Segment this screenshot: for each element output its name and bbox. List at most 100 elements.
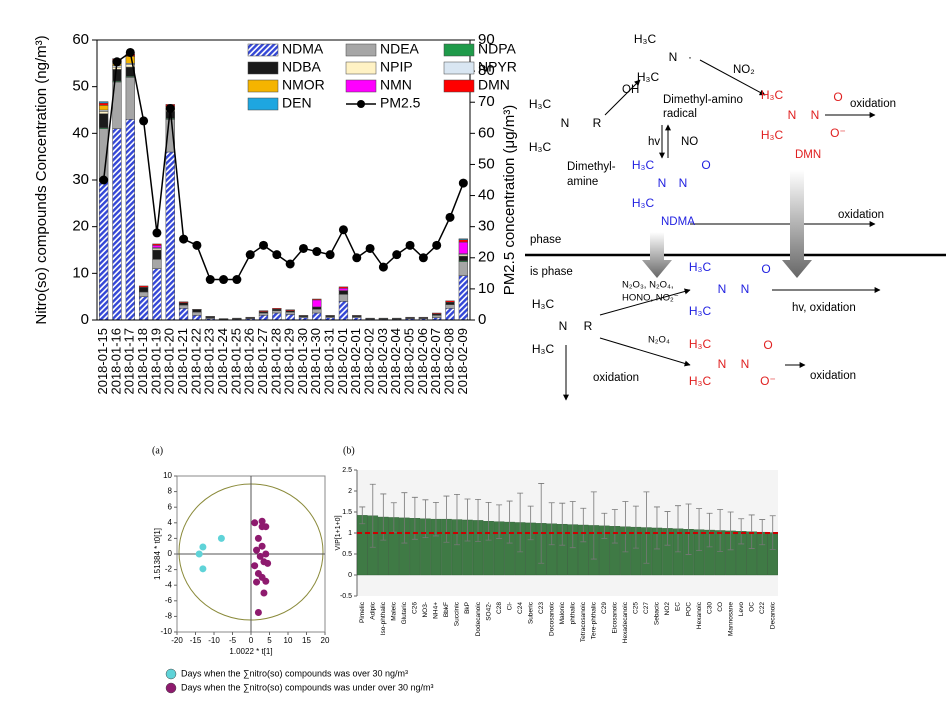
x-tick-label: Maleic (391, 601, 398, 621)
scatter-point (254, 609, 262, 616)
y-tick-label: 6 (168, 502, 173, 511)
legend-swatch (345, 61, 377, 75)
x-tick-label: Malonic (559, 601, 566, 624)
error-bar (706, 512, 713, 548)
diagram-label: DMN (795, 149, 821, 161)
panel-label: (a) (152, 445, 163, 456)
scatter-point (262, 550, 270, 558)
x-tick-label: 5 (267, 636, 272, 645)
error-bar (727, 511, 734, 551)
legend-swatch (345, 43, 377, 57)
y-tick-label: -8 (165, 612, 173, 621)
atom-label: R (593, 116, 602, 130)
y2-tick-label: 10 (478, 280, 495, 297)
x-tick-label: 2018-01-30 (308, 328, 323, 395)
bar-segment (285, 314, 295, 321)
error-bar (432, 501, 439, 537)
atom-label: N (741, 357, 750, 371)
y-tick-label: 1.5 (342, 509, 352, 516)
error-bar (559, 502, 566, 546)
y-tick-label: -4 (165, 580, 173, 589)
bar-segment (312, 299, 322, 308)
x-tick-label: Hexadecanoic (622, 601, 629, 643)
x-tick-label: phthalic (569, 601, 576, 624)
scatter-point (256, 552, 264, 560)
error-bar (611, 509, 618, 544)
x-tick-label: C25 (633, 602, 640, 614)
y-tick-label: 1 (348, 530, 352, 537)
atom-label: N (658, 176, 667, 190)
x-tick-label: -15 (190, 636, 202, 645)
bar-segment (258, 312, 269, 316)
y-tick-label: 60 (72, 31, 89, 48)
scatter-point (195, 550, 203, 558)
line-marker (392, 250, 402, 260)
y-tick-label: 30 (72, 171, 89, 188)
bar-segment (258, 315, 269, 321)
y-tick-label: 10 (72, 264, 89, 281)
x-tick-label: C30 (706, 602, 713, 614)
x-tick-label: C29 (601, 602, 608, 614)
y-tick-label: 0 (168, 549, 173, 558)
bar-segment (138, 287, 149, 293)
y2-tick-label: 50 (478, 155, 495, 172)
scatter-point (260, 589, 268, 597)
x-tick-label: 2018-01-26 (242, 328, 257, 395)
error-bar (517, 492, 524, 553)
scatter-point (258, 542, 266, 550)
diagram-label: NO₂ (733, 64, 755, 76)
bar-segment (445, 300, 455, 303)
y2-tick-label: 80 (478, 62, 495, 79)
atom-label: H₃C (634, 32, 657, 46)
error-bar (548, 502, 555, 546)
legend-label: NDPA (478, 41, 517, 57)
bar-segment (258, 310, 269, 312)
diagram-label: oxidation (850, 98, 896, 110)
legend-label: PM2.5 (380, 95, 421, 111)
legend-label: NDEA (380, 41, 420, 57)
diagram-label: phase (530, 234, 561, 246)
atom-label: H₃C (689, 260, 712, 274)
bar-segment (312, 306, 322, 310)
line-marker (325, 250, 335, 260)
x-tick-label: 20 (321, 636, 330, 645)
error-bar (622, 501, 629, 553)
line-marker (378, 262, 388, 272)
y2-tick-label: 90 (478, 31, 495, 48)
bar-segment (152, 268, 162, 321)
bar-segment (99, 111, 109, 114)
y-tick-label: 0.5 (342, 551, 352, 558)
bar-segment (192, 315, 202, 321)
atom-label: H₃C (637, 70, 660, 84)
y-tick-label: 0 (81, 311, 89, 328)
error-bar (601, 512, 608, 539)
line-marker (405, 240, 415, 250)
bar-segment (152, 249, 162, 260)
x-tick-label: 15 (302, 636, 311, 645)
atom-label: O⁻ (760, 374, 776, 388)
scatter-point (199, 565, 207, 573)
atom-label: H₃C (689, 304, 712, 318)
y2-tick-label: 0 (478, 311, 486, 328)
x-tick-label: 2018-01-20 (162, 328, 177, 395)
y-axis-title: Nitro(so) compounds Concentration (ng/m³… (33, 35, 50, 324)
x-tick-label: Levo (738, 602, 745, 616)
bar-segment (432, 315, 442, 318)
error-bar (769, 515, 776, 550)
atom-label: H₃C (529, 97, 552, 111)
error-bar (569, 501, 576, 549)
bar-segment (458, 241, 468, 254)
diagram-label: Dimethyl- (567, 161, 616, 173)
bar-segment (338, 294, 349, 302)
x-tick-label: 2018-02-03 (375, 328, 390, 395)
atom-label: O (763, 338, 772, 352)
error-bar (496, 504, 503, 539)
x-tick-label: 10 (284, 636, 293, 645)
atom-label: H₃C (632, 158, 655, 172)
y2-tick-label: 30 (478, 218, 495, 235)
x-tick-label: 2018-01-21 (175, 328, 190, 395)
line-marker (312, 247, 322, 257)
bar-segment (312, 309, 322, 314)
atom-label: R (584, 319, 593, 333)
line-marker (272, 250, 282, 260)
